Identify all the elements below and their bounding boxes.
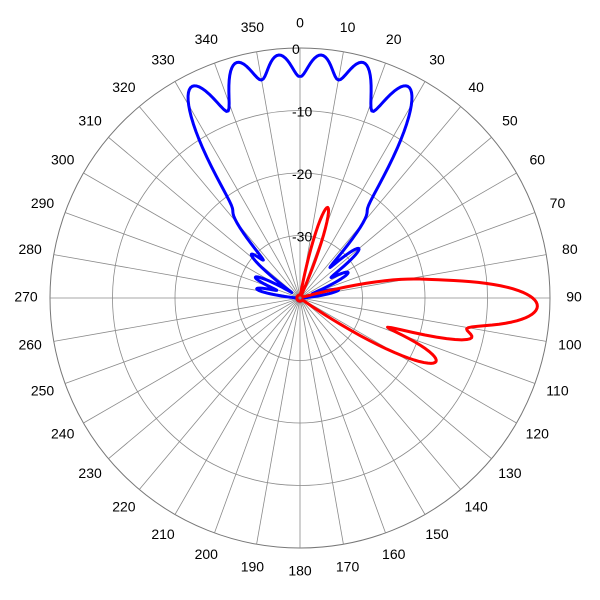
- angle-tick-label: 100: [558, 336, 582, 352]
- angle-tick-label: 200: [195, 546, 219, 562]
- series-2-line: [295, 205, 539, 365]
- angle-tick-label: 320: [112, 79, 136, 95]
- grid-spoke: [299, 297, 547, 342]
- grid-spoke: [83, 172, 301, 299]
- angle-tick-label: 230: [78, 465, 102, 481]
- angle-tick-label: 40: [468, 79, 484, 95]
- grid-spoke: [256, 51, 301, 299]
- angle-tick-label: 0: [296, 15, 304, 31]
- angle-tick-label: 170: [336, 559, 360, 575]
- angle-tick-label: 90: [566, 289, 582, 305]
- angle-tick-label: 180: [288, 563, 312, 579]
- angle-tick-label: 330: [151, 51, 175, 67]
- angle-tick-label: 30: [429, 51, 445, 67]
- angle-tick-label: 80: [562, 241, 578, 257]
- angle-tick-label: 270: [14, 289, 38, 305]
- grid-spoke: [214, 297, 301, 534]
- angle-tick-label: 20: [386, 31, 402, 47]
- radial-tick-label: -20: [292, 166, 312, 182]
- angle-tick-label: 350: [241, 19, 265, 35]
- angle-tick-label: 240: [51, 426, 75, 442]
- angle-tick-label: 60: [530, 152, 546, 168]
- grid-spoke: [138, 106, 301, 299]
- angle-tick-label: 50: [502, 113, 518, 129]
- angle-tick-label: 210: [151, 526, 175, 542]
- grid-spoke: [108, 297, 301, 460]
- grid-spoke: [299, 297, 536, 384]
- grid-spoke: [299, 106, 462, 299]
- grid-spoke: [299, 136, 492, 299]
- polar-grid: [49, 47, 551, 549]
- angle-tick-label: 290: [31, 195, 55, 211]
- grid-spoke: [299, 297, 517, 424]
- grid-spoke: [108, 136, 301, 299]
- angle-tick-label: 340: [195, 31, 219, 47]
- grid-spoke: [299, 297, 344, 545]
- grid-spoke: [138, 297, 301, 490]
- grid-spoke: [299, 297, 492, 460]
- grid-spoke: [299, 297, 386, 534]
- grid-spoke: [83, 297, 301, 424]
- angle-tick-label: 110: [546, 382, 569, 398]
- grid-spoke: [299, 254, 547, 299]
- angle-tick-label: 160: [382, 546, 406, 562]
- radial-tick-labels: 0 -10 -20 -30: [292, 41, 312, 245]
- angle-tick-label: 310: [78, 113, 102, 129]
- angle-tick-label: 280: [18, 241, 42, 257]
- angle-tick-label: 70: [550, 195, 566, 211]
- angle-tick-label: 190: [241, 559, 265, 575]
- angle-tick-label: 250: [31, 382, 55, 398]
- angle-tick-label: 150: [425, 526, 449, 542]
- angle-tick-label: 130: [498, 465, 522, 481]
- angle-tick-label: 10: [340, 19, 356, 35]
- grid-spoke: [299, 212, 536, 299]
- angle-tick-labels: 0 10 20 30 40 50 60 70 80 90 100 110 120 130 140 150 160…: [14, 15, 582, 579]
- radial-tick-label: -10: [292, 104, 312, 120]
- grid-spoke: [64, 297, 301, 384]
- grid-spoke: [64, 212, 301, 299]
- angle-tick-label: 260: [18, 336, 42, 352]
- grid-spoke: [299, 81, 426, 299]
- series-layer: [186, 53, 539, 365]
- grid-spoke: [299, 297, 462, 490]
- radial-tick-label: 0: [292, 41, 300, 57]
- grid-spoke: [256, 297, 301, 545]
- radial-tick-label: -30: [292, 229, 312, 245]
- grid-spoke: [174, 297, 301, 515]
- angle-tick-label: 220: [112, 499, 136, 515]
- grid-spoke: [299, 297, 426, 515]
- angle-tick-label: 140: [464, 499, 488, 515]
- angle-tick-label: 300: [51, 152, 75, 168]
- grid-spoke: [53, 297, 301, 342]
- angle-tick-label: 120: [526, 426, 550, 442]
- grid-spoke: [174, 81, 301, 299]
